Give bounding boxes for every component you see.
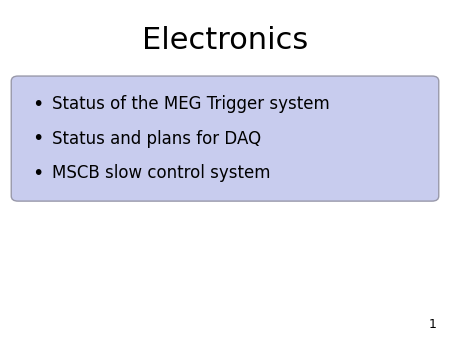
FancyBboxPatch shape [11, 76, 439, 201]
Text: 1: 1 [428, 318, 436, 331]
Text: Status and plans for DAQ: Status and plans for DAQ [52, 129, 261, 148]
Text: •: • [32, 95, 44, 114]
Text: •: • [32, 164, 44, 183]
Text: MSCB slow control system: MSCB slow control system [52, 164, 270, 182]
Text: Status of the MEG Trigger system: Status of the MEG Trigger system [52, 95, 329, 113]
Text: •: • [32, 129, 44, 148]
Text: Electronics: Electronics [142, 26, 308, 55]
